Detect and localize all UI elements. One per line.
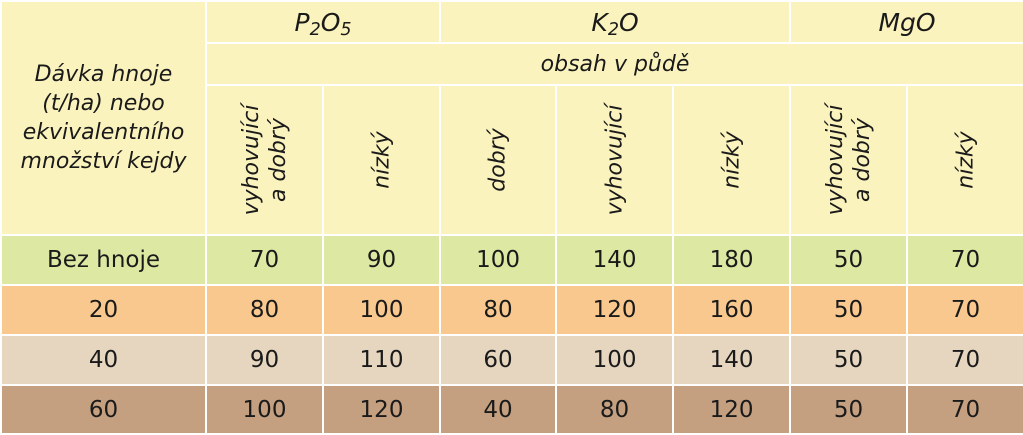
dose-header-line: množství kejdy: [20, 149, 187, 174]
table-cell: 120: [555, 284, 675, 336]
table-cell: 100: [205, 384, 324, 435]
p2o5-header: P2O5: [204, 0, 442, 44]
table-cell: 70: [906, 334, 1023, 386]
table-cell: 100: [439, 234, 558, 286]
table-cell: 60: [439, 334, 558, 386]
dose-header-line: Dávka hnoje: [34, 62, 173, 87]
column-header-k2o-nizky: nízký: [672, 84, 792, 236]
column-header-p2o5-nizky: nízký: [321, 84, 442, 236]
column-header-k2o-dobry: dobrý: [439, 84, 558, 236]
column-header-mgo-nizky: nízký: [906, 84, 1023, 236]
table-cell: 70: [906, 384, 1023, 435]
table-cell: 180: [672, 234, 792, 286]
dose-header-line: ekvivalentního: [22, 120, 185, 145]
table-cell: 50: [789, 334, 909, 386]
row-label: Bez hnoje: [0, 234, 207, 286]
table-row: Bez hnoje 70 90 100 140 180 50 70: [0, 234, 1023, 286]
mgo-header: MgO: [789, 0, 1023, 44]
table-row: 20 80 100 80 120 160 50 70: [0, 284, 1023, 336]
table-cell: 70: [906, 234, 1023, 286]
table-cell: 120: [321, 384, 442, 435]
k2o-header: K2O: [439, 0, 792, 44]
table-row: 40 90 110 60 100 140 50 70: [0, 334, 1023, 386]
column-header-k2o-vyhovujici: vyhovující: [555, 84, 675, 236]
table-cell: 50: [789, 234, 909, 286]
table-cell: 120: [672, 384, 792, 435]
table-cell: 80: [205, 284, 324, 336]
table-cell: 110: [321, 334, 442, 386]
table-cell: 70: [906, 284, 1023, 336]
row-label: 60: [0, 384, 207, 435]
dose-header-cell: Dávka hnoje (t/ha) nebo ekvivalentního m…: [0, 0, 207, 236]
table-row: 60 100 120 40 80 120 50 70: [0, 384, 1023, 435]
table-cell: 160: [672, 284, 792, 336]
column-header-mgo-vyhovujici-a-dobry: vyhovující a dobrý: [789, 84, 909, 236]
table-cell: 100: [555, 334, 675, 386]
table-cell: 50: [789, 384, 909, 435]
table-cell: 90: [321, 234, 442, 286]
table-cell: 140: [672, 334, 792, 386]
table-cell: 80: [555, 384, 675, 435]
table-cell: 100: [321, 284, 442, 336]
table-cell: 90: [205, 334, 324, 386]
table-cell: 70: [205, 234, 324, 286]
table-cell: 40: [439, 384, 558, 435]
dose-header-line: (t/ha) nebo: [42, 91, 165, 116]
table-cell: 50: [789, 284, 909, 336]
row-label: 20: [0, 284, 207, 336]
table-cell: 140: [555, 234, 675, 286]
table-cell: 80: [439, 284, 558, 336]
column-header-p2o5-vyhovujici-a-dobry: vyhovující a dobrý: [205, 84, 324, 236]
soil-content-subheader: obsah v půdě: [204, 42, 1023, 86]
row-label: 40: [0, 334, 207, 386]
